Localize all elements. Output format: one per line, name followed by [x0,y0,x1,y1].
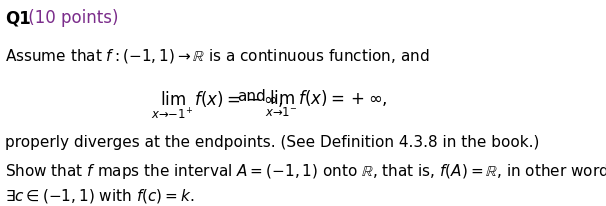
Text: $\lim_{x \to -1^{+}} f(x) = -\infty,$: $\lim_{x \to -1^{+}} f(x) = -\infty,$ [151,89,283,120]
Text: $\lim_{x \to 1^{-}} f(x) = +\infty,$: $\lim_{x \to 1^{-}} f(x) = +\infty,$ [265,89,387,119]
Text: properly diverges at the endpoints. (See Definition 4.3.8 in the book.): properly diverges at the endpoints. (See… [5,135,540,149]
Text: and: and [238,89,266,104]
Text: (10 points): (10 points) [23,9,119,27]
Text: Assume that $f: (-1, 1) \rightarrow \mathbb{R}$ is a continuous function, and: Assume that $f: (-1, 1) \rightarrow \mat… [5,47,430,65]
Text: $\exists c \in (-1, 1)$ with $f(c) = k$.: $\exists c \in (-1, 1)$ with $f(c) = k$. [5,186,195,204]
Text: Q1: Q1 [5,9,31,27]
Text: Show that $f$ maps the interval $A = (-1, 1)$ onto $\mathbb{R}$, that is, $f(A) : Show that $f$ maps the interval $A = (-1… [5,161,606,180]
